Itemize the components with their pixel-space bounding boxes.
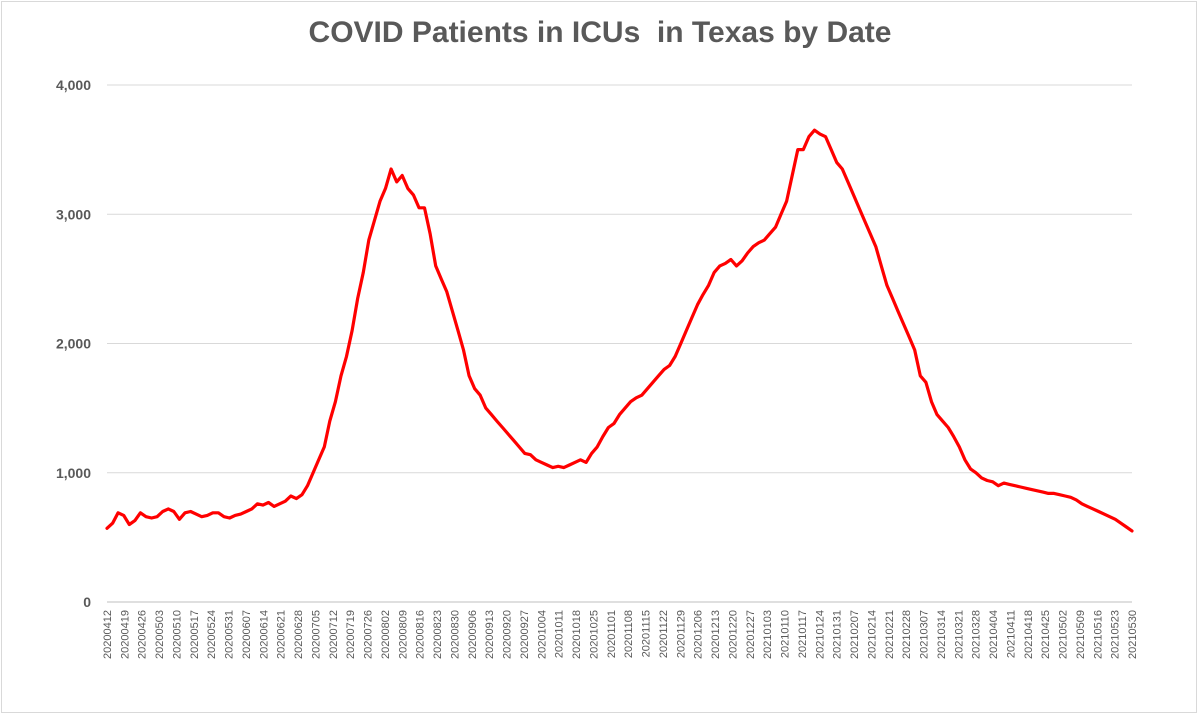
x-tick-label: 20200510: [171, 610, 183, 659]
gridlines: [107, 84, 1132, 603]
x-tick-label: 20210124: [814, 610, 826, 659]
x-tick-label: 20201227: [745, 610, 757, 659]
x-tick-label: 20200906: [467, 610, 479, 659]
chart-title: COVID Patients in ICUs in Texas by Date: [308, 16, 892, 49]
x-tick-label: 20201004: [536, 610, 548, 659]
x-tick-label: 20200705: [310, 610, 322, 659]
x-tick-label: 20200802: [380, 610, 392, 659]
x-tick-label: 20210228: [901, 610, 913, 659]
x-tick-label: 20210117: [797, 610, 809, 658]
x-axis-ticks: 20200412 20200419 20200426 20200503 20200510…: [102, 610, 1139, 659]
x-tick-label: 20200830: [449, 610, 461, 659]
x-tick-label: 20201011: [554, 610, 566, 658]
x-tick-label: 20200607: [241, 610, 253, 659]
x-tick-label: 20210103: [762, 610, 774, 659]
x-tick-label: 20200927: [519, 610, 531, 659]
x-tick-label: 20201122: [658, 610, 670, 658]
x-tick-label: 20210131: [832, 610, 844, 659]
x-tick-label: 20201115: [641, 610, 653, 657]
y-tick-label: 1,000: [56, 465, 91, 481]
x-tick-label: 20210502: [1058, 610, 1070, 659]
series-line: [105, 128, 1134, 533]
x-tick-label: 20200913: [484, 610, 496, 659]
x-tick-label: 20201129: [675, 610, 687, 658]
series-layer: [105, 128, 1134, 533]
y-tick-label: 4,000: [56, 77, 91, 93]
x-tick-label: 20210307: [919, 610, 931, 659]
x-tick-label: 20200712: [328, 610, 340, 659]
x-tick-label: 20200726: [363, 610, 375, 659]
x-tick-label: 20200719: [345, 610, 357, 659]
x-tick-label: 20210516: [1092, 610, 1104, 659]
x-tick-label: 20210530: [1127, 610, 1139, 659]
x-tick-label: 20210314: [936, 610, 948, 659]
x-tick-label: 20200621: [276, 610, 288, 659]
x-tick-label: 20200809: [397, 610, 409, 659]
x-tick-label: 20200531: [224, 610, 236, 659]
x-tick-label: 20210214: [866, 610, 878, 659]
x-tick-label: 20210411: [1005, 610, 1017, 658]
x-tick-label: 20201206: [693, 610, 705, 659]
x-tick-label: 20210321: [953, 610, 965, 659]
x-tick-label: 20200503: [154, 610, 166, 659]
x-tick-label: 20201220: [727, 610, 739, 659]
y-axis-ticks: 0 1,000 2,000 3,000 4,000: [56, 77, 91, 610]
x-tick-label: 20210509: [1075, 610, 1087, 659]
x-tick-label: 20210110: [780, 610, 792, 658]
x-tick-label: 20210207: [849, 610, 861, 659]
x-tick-label: 20210221: [884, 610, 896, 659]
x-tick-label: 20210425: [1040, 610, 1052, 659]
x-tick-label: 20200823: [432, 610, 444, 659]
x-tick-label: 20201018: [571, 610, 583, 659]
x-tick-label: 20200816: [415, 610, 427, 659]
y-tick-label: 3,000: [56, 206, 91, 222]
x-tick-label: 20210523: [1110, 610, 1122, 659]
x-tick-label: 20201108: [623, 610, 635, 658]
x-tick-label: 20201025: [588, 610, 600, 659]
x-tick-label: 20200419: [119, 610, 131, 659]
x-tick-label: 20200426: [137, 610, 149, 659]
y-tick-label: 0: [83, 594, 91, 610]
x-tick-label: 20200614: [258, 610, 270, 659]
y-tick-label: 2,000: [56, 336, 91, 352]
x-tick-label: 20210328: [971, 610, 983, 659]
x-tick-label: 20200412: [102, 610, 114, 659]
x-tick-label: 20200524: [206, 610, 218, 659]
x-tick-label: 20201213: [710, 610, 722, 659]
x-tick-label: 20210404: [988, 610, 1000, 659]
x-tick-label: 20201101: [606, 610, 618, 658]
x-tick-label: 20200628: [293, 610, 305, 659]
x-tick-label: 20200517: [189, 610, 201, 659]
x-tick-label: 20210418: [1023, 610, 1035, 659]
x-tick-label: 20200920: [502, 610, 514, 659]
